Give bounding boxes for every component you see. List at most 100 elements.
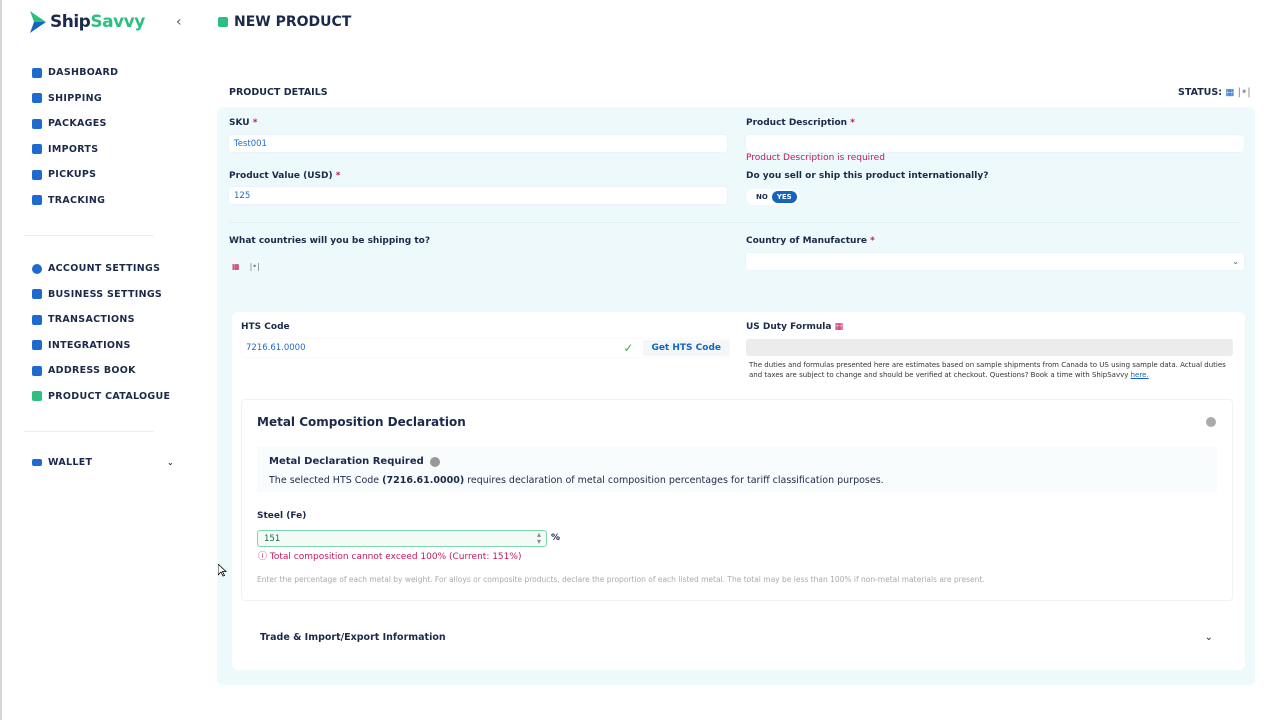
metal-notice bbox=[257, 447, 1217, 492]
us-flag-icon: ▦ bbox=[834, 322, 844, 332]
international-toggle[interactable]: NO YES bbox=[746, 189, 800, 205]
chevron-down-icon: ⌄ bbox=[166, 458, 174, 468]
get-hts-code-button[interactable]: Get HTS Code bbox=[643, 340, 729, 356]
folder-icon bbox=[218, 17, 228, 27]
sidebar-item-shipping[interactable]: SHIPPING bbox=[32, 86, 202, 112]
notice-title: Metal Declaration Required bbox=[269, 456, 440, 467]
toggle-yes[interactable]: YES bbox=[771, 191, 797, 203]
sidebar-main-nav: DASHBOARD SHIPPING PACKAGES IMPORTS PICK… bbox=[32, 60, 202, 213]
divider bbox=[229, 222, 1239, 223]
notice-text: The selected HTS Code (7216.61.0000) req… bbox=[269, 475, 884, 486]
mouse-cursor-icon bbox=[217, 562, 228, 581]
sidebar-item-address-book[interactable]: ADDRESS BOOK bbox=[32, 358, 202, 384]
book-time-link[interactable]: here. bbox=[1130, 370, 1149, 379]
sidebar-label: TRANSACTIONS bbox=[48, 314, 135, 326]
info-icon[interactable] bbox=[1206, 417, 1216, 427]
product-value-label: Product Value (USD) * bbox=[229, 171, 341, 181]
countries-selector[interactable]: ▦ |•| bbox=[232, 262, 260, 271]
check-icon: ✓ bbox=[623, 341, 634, 355]
duty-disclaimer: The duties and formulas presented here a… bbox=[749, 361, 1226, 379]
chevron-left-icon[interactable]: ‹ bbox=[176, 14, 182, 30]
sidebar-item-dashboard[interactable]: DASHBOARD bbox=[32, 60, 202, 86]
sidebar-label: SHIPPING bbox=[48, 92, 102, 104]
logo-text-ship: Ship bbox=[50, 12, 91, 32]
sidebar-item-imports[interactable]: IMPORTS bbox=[32, 137, 202, 163]
description-input[interactable] bbox=[746, 135, 1244, 152]
metal-composition-section bbox=[241, 399, 1233, 601]
alert-circle-icon: ⓘ bbox=[258, 552, 268, 562]
manufacture-select[interactable]: ⌄ bbox=[746, 253, 1244, 270]
business-icon bbox=[32, 289, 42, 300]
sidebar-item-product-catalogue[interactable]: PRODUCT CATALOGUE bbox=[32, 384, 202, 410]
packages-icon bbox=[32, 118, 42, 129]
section-title: PRODUCT DETAILS bbox=[229, 87, 328, 98]
stepper-icon[interactable]: ▴ ▾ bbox=[536, 530, 541, 546]
description-error: Product Description is required bbox=[746, 153, 885, 163]
hts-input[interactable]: 7216.61.0000 ✓ Get HTS Code bbox=[241, 339, 729, 357]
steel-label: Steel (Fe) bbox=[257, 511, 307, 521]
us-flag-icon: ▦ bbox=[1225, 87, 1235, 98]
sidebar-label: PICKUPS bbox=[48, 169, 97, 181]
sidebar-divider bbox=[24, 235, 154, 236]
toggle-no[interactable]: NO bbox=[756, 193, 768, 201]
sidebar-item-tracking[interactable]: TRACKING bbox=[32, 188, 202, 214]
window-edge bbox=[0, 0, 2, 720]
sidebar-label: IMPORTS bbox=[48, 143, 99, 155]
duty-label: US Duty Formula ▦ bbox=[746, 322, 844, 332]
international-label: Do you sell or ship this product interna… bbox=[746, 171, 989, 181]
sidebar-item-business-settings[interactable]: BUSINESS SETTINGS bbox=[32, 282, 202, 308]
sidebar-label: WALLET bbox=[48, 457, 93, 469]
steel-percentage-input[interactable]: 151 ▴ ▾ bbox=[257, 530, 547, 547]
pickup-icon bbox=[32, 169, 42, 180]
sidebar-item-pickups[interactable]: PICKUPS bbox=[32, 162, 202, 188]
tracking-icon bbox=[32, 195, 42, 206]
us-flag-icon[interactable]: ▦ bbox=[232, 262, 240, 271]
trade-info-label: Trade & Import/Export Information bbox=[260, 632, 446, 643]
sidebar-label: PACKAGES bbox=[48, 118, 107, 130]
sidebar-label: PRODUCT CATALOGUE bbox=[48, 390, 171, 402]
integrations-icon bbox=[32, 340, 42, 351]
description-label: Product Description * bbox=[746, 118, 855, 128]
metal-hint: Enter the percentage of each metal by we… bbox=[257, 575, 985, 584]
sidebar-item-packages[interactable]: PACKAGES bbox=[32, 111, 202, 137]
status-indicator: STATUS: ▦ |•| bbox=[1178, 87, 1251, 98]
sidebar-label: ADDRESS BOOK bbox=[48, 365, 136, 377]
sidebar-label: INTEGRATIONS bbox=[48, 339, 131, 351]
page-title: NEW PRODUCT bbox=[218, 14, 351, 30]
info-icon[interactable] bbox=[429, 456, 440, 467]
manufacture-label: Country of Manufacture * bbox=[746, 236, 875, 246]
logo[interactable]: ShipSavvy bbox=[28, 11, 145, 33]
hts-value: 7216.61.0000 bbox=[246, 343, 306, 353]
chevron-down-icon: ⌄ bbox=[1204, 632, 1213, 643]
wallet-icon bbox=[32, 459, 42, 467]
logo-arrow-icon bbox=[30, 11, 46, 33]
sidebar-label: BUSINESS SETTINGS bbox=[48, 288, 163, 300]
composition-error: ⓘ Total composition cannot exceed 100% (… bbox=[258, 552, 522, 562]
document-icon bbox=[32, 314, 42, 325]
page-title-text: NEW PRODUCT bbox=[234, 14, 352, 30]
home-icon bbox=[32, 67, 42, 78]
trade-info-accordion[interactable]: Trade & Import/Export Information ⌄ bbox=[241, 620, 1233, 655]
sidebar-item-integrations[interactable]: INTEGRATIONS bbox=[32, 333, 202, 359]
sidebar-settings-nav: ACCOUNT SETTINGS BUSINESS SETTINGS TRANS… bbox=[32, 256, 202, 409]
metal-section-title: Metal Composition Declaration bbox=[257, 415, 466, 429]
sidebar-item-wallet[interactable]: WALLET ⌄ bbox=[32, 450, 174, 476]
sidebar-label: TRACKING bbox=[48, 194, 106, 206]
imports-icon bbox=[32, 144, 42, 155]
duty-formula-field bbox=[746, 339, 1233, 356]
sidebar-divider bbox=[24, 431, 154, 432]
canada-flag-icon[interactable]: |•| bbox=[249, 262, 260, 271]
chevron-down-icon: ⌄ bbox=[1232, 257, 1239, 266]
countries-label: What countries will you be shipping to? bbox=[229, 236, 431, 246]
product-value-input[interactable]: 125 bbox=[229, 187, 727, 204]
user-circle-icon bbox=[32, 263, 42, 274]
canada-flag-icon: |•| bbox=[1237, 87, 1251, 98]
sidebar-item-account-settings[interactable]: ACCOUNT SETTINGS bbox=[32, 256, 202, 282]
folder-icon bbox=[32, 391, 42, 402]
sidebar-item-transactions[interactable]: TRANSACTIONS bbox=[32, 307, 202, 333]
sku-input[interactable]: Test001 bbox=[229, 135, 727, 152]
hts-label: HTS Code bbox=[241, 322, 290, 332]
percent-unit: % bbox=[551, 533, 561, 543]
sidebar-label: ACCOUNT SETTINGS bbox=[48, 263, 161, 275]
sidebar-label: DASHBOARD bbox=[48, 67, 119, 79]
